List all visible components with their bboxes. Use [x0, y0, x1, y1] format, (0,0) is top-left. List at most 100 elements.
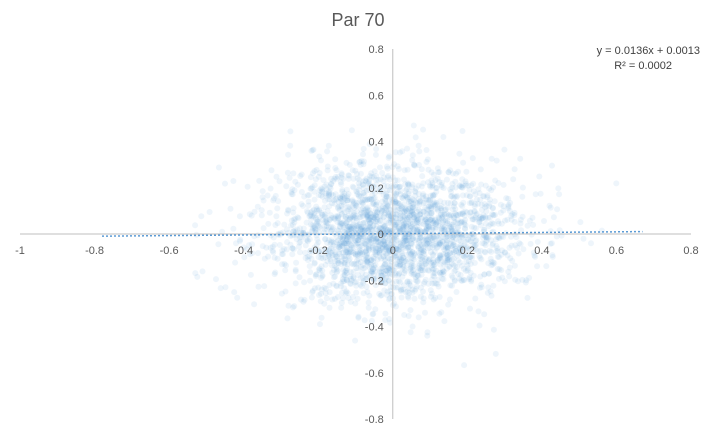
data-point — [476, 218, 483, 225]
data-point — [392, 200, 398, 207]
data-point — [360, 212, 366, 219]
data-point — [380, 253, 387, 260]
data-point — [335, 260, 342, 266]
data-point — [341, 192, 348, 199]
data-point — [425, 166, 432, 173]
data-point — [414, 236, 421, 242]
data-point — [307, 247, 314, 254]
data-point — [319, 216, 326, 223]
data-point — [340, 272, 347, 279]
data-point — [407, 307, 414, 314]
data-point — [445, 254, 452, 261]
data-point — [369, 226, 376, 233]
data-point — [321, 284, 328, 291]
data-point — [363, 259, 370, 265]
data-point — [402, 234, 409, 241]
data-point — [304, 208, 310, 215]
data-point — [296, 274, 303, 281]
data-point — [446, 221, 453, 228]
data-point — [365, 242, 372, 249]
data-point — [512, 242, 519, 249]
data-point — [399, 209, 406, 216]
data-point — [360, 161, 367, 168]
data-point — [378, 269, 385, 276]
data-point — [475, 186, 482, 193]
data-point — [476, 190, 483, 197]
data-point — [323, 295, 330, 302]
data-point — [353, 282, 360, 289]
data-point — [334, 294, 341, 300]
data-point — [363, 205, 370, 212]
data-point — [415, 265, 422, 271]
data-point — [328, 175, 335, 182]
data-point — [440, 234, 447, 241]
data-point — [422, 260, 429, 267]
data-point — [450, 212, 457, 219]
data-point — [350, 198, 357, 205]
data-point — [452, 262, 458, 269]
data-point — [373, 173, 380, 179]
data-point — [387, 267, 393, 274]
data-point — [470, 246, 477, 253]
data-point — [381, 237, 388, 244]
data-point — [477, 254, 484, 261]
data-point — [331, 251, 338, 258]
data-point — [324, 220, 331, 227]
data-point — [493, 236, 500, 243]
data-point — [467, 254, 474, 261]
data-point — [322, 214, 329, 221]
data-point — [364, 288, 371, 295]
data-point — [354, 191, 361, 198]
data-point — [468, 238, 474, 245]
data-point — [386, 193, 392, 200]
data-point — [347, 298, 354, 305]
data-point — [401, 217, 408, 224]
data-point — [452, 219, 459, 226]
data-point — [357, 225, 364, 232]
data-point — [505, 195, 512, 202]
data-point — [428, 203, 434, 210]
data-point — [396, 183, 403, 190]
data-point — [342, 290, 349, 297]
data-point — [410, 235, 417, 242]
data-point — [396, 246, 403, 253]
data-point — [423, 196, 430, 203]
data-point — [367, 261, 374, 268]
data-point — [404, 194, 411, 201]
data-point — [385, 247, 392, 254]
data-point — [407, 208, 414, 215]
data-point — [337, 179, 344, 186]
data-point — [386, 227, 393, 234]
data-point — [417, 211, 424, 218]
data-point — [331, 295, 338, 302]
data-point — [399, 195, 406, 202]
data-point — [333, 269, 340, 276]
data-point — [272, 269, 279, 276]
data-point — [389, 234, 395, 241]
data-point — [384, 193, 390, 200]
data-point — [313, 241, 320, 248]
data-point — [360, 197, 366, 204]
data-point — [454, 216, 461, 223]
data-point — [381, 270, 388, 277]
data-point — [350, 245, 357, 251]
data-point — [451, 200, 458, 207]
data-point — [258, 212, 265, 219]
data-point — [219, 228, 226, 235]
data-point — [428, 216, 435, 223]
data-point — [418, 246, 424, 253]
data-point — [463, 252, 469, 259]
data-point — [304, 192, 311, 199]
data-point — [382, 257, 389, 264]
data-point — [487, 255, 494, 262]
data-point — [519, 184, 526, 191]
data-point — [421, 279, 428, 285]
data-point — [421, 251, 428, 258]
data-point — [344, 244, 351, 251]
data-point — [446, 264, 453, 270]
data-point — [445, 301, 452, 308]
data-point — [405, 181, 411, 188]
data-point — [357, 226, 364, 233]
data-point — [476, 252, 483, 259]
data-point — [353, 202, 359, 209]
